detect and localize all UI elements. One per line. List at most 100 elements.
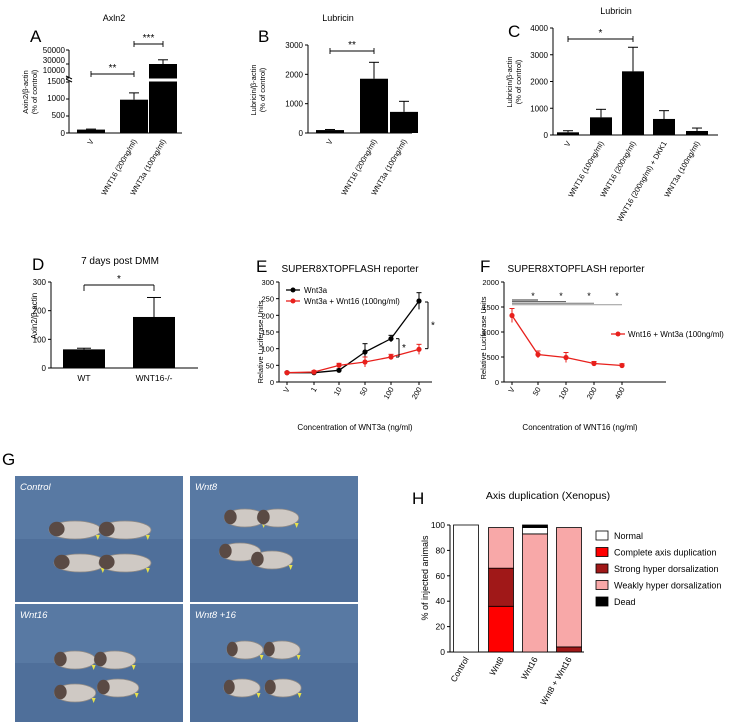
panel-c-xtick-0: V (562, 140, 572, 149)
panel-f-point-2 (563, 354, 569, 361)
panel-d-ytick-0: 0 (42, 364, 47, 373)
panel-h-legend: Normal Complete axis duplication Strong hy… (595, 530, 721, 607)
panel-h-legend-swatch-3 (595, 580, 609, 590)
panel-f-ytick-1500: 1500 (482, 303, 499, 312)
panel-a-bar-1 (120, 99, 148, 133)
panel-b-bar-2 (390, 111, 418, 133)
panel-b-ylabel-1: Lubricin/β-actin (249, 64, 258, 115)
panel-e-legend-marker-0 (290, 287, 296, 293)
panel-f-point-0 (509, 312, 515, 319)
photo-3-embryo-0-head (226, 641, 238, 657)
photo-0-embryo-1-head (99, 521, 115, 537)
panel-a-sig-2-label: *** (143, 33, 155, 44)
panel-e-ytick-200: 200 (261, 311, 274, 320)
photo-0-arrowhead-0 (95, 535, 100, 540)
panel-e-s0-point-3 (362, 349, 368, 355)
panel-b-bar-1 (360, 78, 388, 133)
panel-e-s1-point-5 (416, 346, 422, 352)
panel-e-xtick-3: 50 (358, 386, 370, 398)
panel-a-ytick-1000: 1000 (47, 94, 65, 103)
panel-b-xtick-0: V (324, 138, 334, 147)
panel-h-legend-label-0: Normal (614, 531, 643, 541)
panel-a-ytick-0: 0 (61, 129, 66, 138)
panel-h-ytick-80: 80 (436, 545, 446, 555)
panel-b-sig-1-label: ** (348, 40, 356, 51)
panel-d-bar-1 (133, 316, 175, 368)
panel-c-ytick-4000: 4000 (530, 24, 548, 33)
panel-h-ytick-40: 40 (436, 596, 446, 606)
photo-3-arrowhead-1 (296, 655, 301, 660)
panel-h-legend-label-4: Dead (614, 597, 636, 607)
panel-f-title: SUPER8XTOPFLASH reporter (507, 264, 645, 275)
photo-1-label: Wnt8 (195, 482, 218, 493)
panel-e-s1-point-4 (388, 354, 394, 360)
panel-c-ytick-2000: 2000 (530, 78, 548, 87)
panel-f-legend-marker (615, 331, 621, 337)
panel-d-ytick-300: 300 (33, 278, 47, 287)
panel-a-ytick-500: 500 (52, 111, 66, 120)
panel-h-ytick-100: 100 (431, 520, 445, 530)
panel-c-ytick-3000: 3000 (530, 51, 548, 60)
panel-c-ytick-0: 0 (544, 131, 549, 140)
panel-e-series-1-line (286, 348, 420, 374)
panel-c-bar-2 (622, 71, 644, 135)
panel-h-bar-2-seg-2 (522, 533, 548, 653)
panel-h-bar-2-seg-3 (522, 527, 548, 535)
panel-f-ytick-0: 0 (495, 378, 499, 387)
panel-e-ytick-100: 100 (261, 345, 274, 354)
photo-3-background (190, 604, 358, 722)
panel-e-title: SUPER8XTOPFLASH reporter (281, 264, 419, 275)
panel-b-bar-0 (316, 130, 344, 133)
photo-0-embryo-2-head (54, 554, 70, 570)
panel-f-legend-label: Wnt16 + Wnt3a (100ng/ml) (628, 330, 724, 339)
panel-e-ytick-50: 50 (266, 361, 274, 370)
panel-e-s1-point-1 (311, 369, 317, 375)
panel-d-xtick-1: WNT16-/- (136, 373, 173, 383)
panel-h-legend-label-1: Complete axis duplication (614, 548, 717, 558)
panel-a-axis-break-2 (65, 78, 73, 83)
panel-h-legend-label-2: Strong hyper dorsalization (614, 564, 719, 574)
panel-h-xtick-1: Wnt8 (487, 655, 506, 677)
panel-e-xtick-5: 200 (410, 386, 424, 401)
panel-a-ytick-30000: 30000 (43, 56, 66, 65)
panel-e-sig-1: * (431, 320, 435, 331)
panel-b-ytick-3000: 3000 (285, 41, 303, 50)
panel-d-ytick-100: 100 (33, 335, 47, 344)
photo-1-embryo-2-head (219, 543, 232, 559)
photo-3-label: Wnt8 +16 (195, 610, 237, 621)
panel-e-series-0-line (287, 300, 420, 374)
photo-2-embryo-1-head (94, 651, 107, 667)
panel-e-legend-marker-1 (290, 298, 296, 304)
panel-letter-g: G (2, 450, 15, 469)
panel-letter-h: H (412, 489, 424, 508)
panel-b-title: Lubricin (322, 13, 354, 23)
photo-0-arrowhead-1 (145, 535, 150, 540)
panel-a-ylabel-1: Axin2/β-actin (21, 70, 30, 114)
panel-letter-d: D (32, 255, 44, 274)
panel-a-xtick-0: V (85, 138, 95, 147)
panel-f-point-1 (535, 351, 541, 358)
photo-0-label: Control (20, 482, 52, 493)
panel-h-title: Axis duplication (Xenopus) (486, 490, 610, 502)
panel-a-bar-break (149, 78, 177, 82)
panel-b-ytick-1000: 1000 (285, 100, 303, 109)
panel-b-ylabel-2: (% of control) (258, 67, 267, 112)
panel-f-ytick-2000: 2000 (482, 278, 499, 287)
panel-h-xtick-3: Wnt8 + Wnt16 (538, 655, 574, 707)
photo-2-label: Wnt16 (20, 610, 48, 621)
photo-0-embryo-0-head (49, 521, 65, 537)
panel-letter-c: C (508, 22, 520, 41)
photo-3-arrowhead-2 (256, 693, 261, 698)
panel-f-xtick-1: 50 (531, 386, 543, 398)
panel-c-bar-4 (686, 130, 708, 135)
panel-f-sig-0: * (531, 291, 535, 301)
panel-letter-a: A (30, 27, 42, 46)
panel-f-xtick-4: 400 (613, 386, 627, 401)
panel-e-legend-label-0: Wnt3a (304, 286, 328, 295)
panel-a-bar-0 (77, 129, 105, 133)
panel-a-sig-1-label: ** (109, 63, 117, 74)
panel-e-xtick-1: 1 (309, 386, 319, 394)
panel-h-ytick-0: 0 (440, 647, 445, 657)
panel-e-ylabel: Relative Luciferase Units (256, 300, 265, 383)
